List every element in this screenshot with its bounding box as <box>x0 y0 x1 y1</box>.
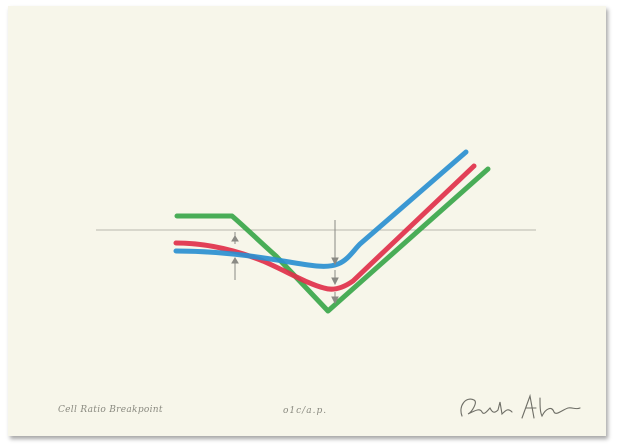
center-dimension-arrows <box>331 220 339 305</box>
left-dimension-arrows <box>231 232 239 280</box>
artwork-title-caption: Cell Ratio Breakpoint <box>58 405 163 415</box>
green-curve <box>174 166 491 314</box>
drawing-canvas <box>96 149 536 314</box>
paper-sheet: Cell Ratio Breakpoint o1c/a.p. <box>8 6 606 436</box>
blue-curve <box>173 149 469 269</box>
artist-signature <box>456 388 586 428</box>
red-curve <box>173 163 477 292</box>
edition-number: o1c/a.p. <box>283 406 328 416</box>
